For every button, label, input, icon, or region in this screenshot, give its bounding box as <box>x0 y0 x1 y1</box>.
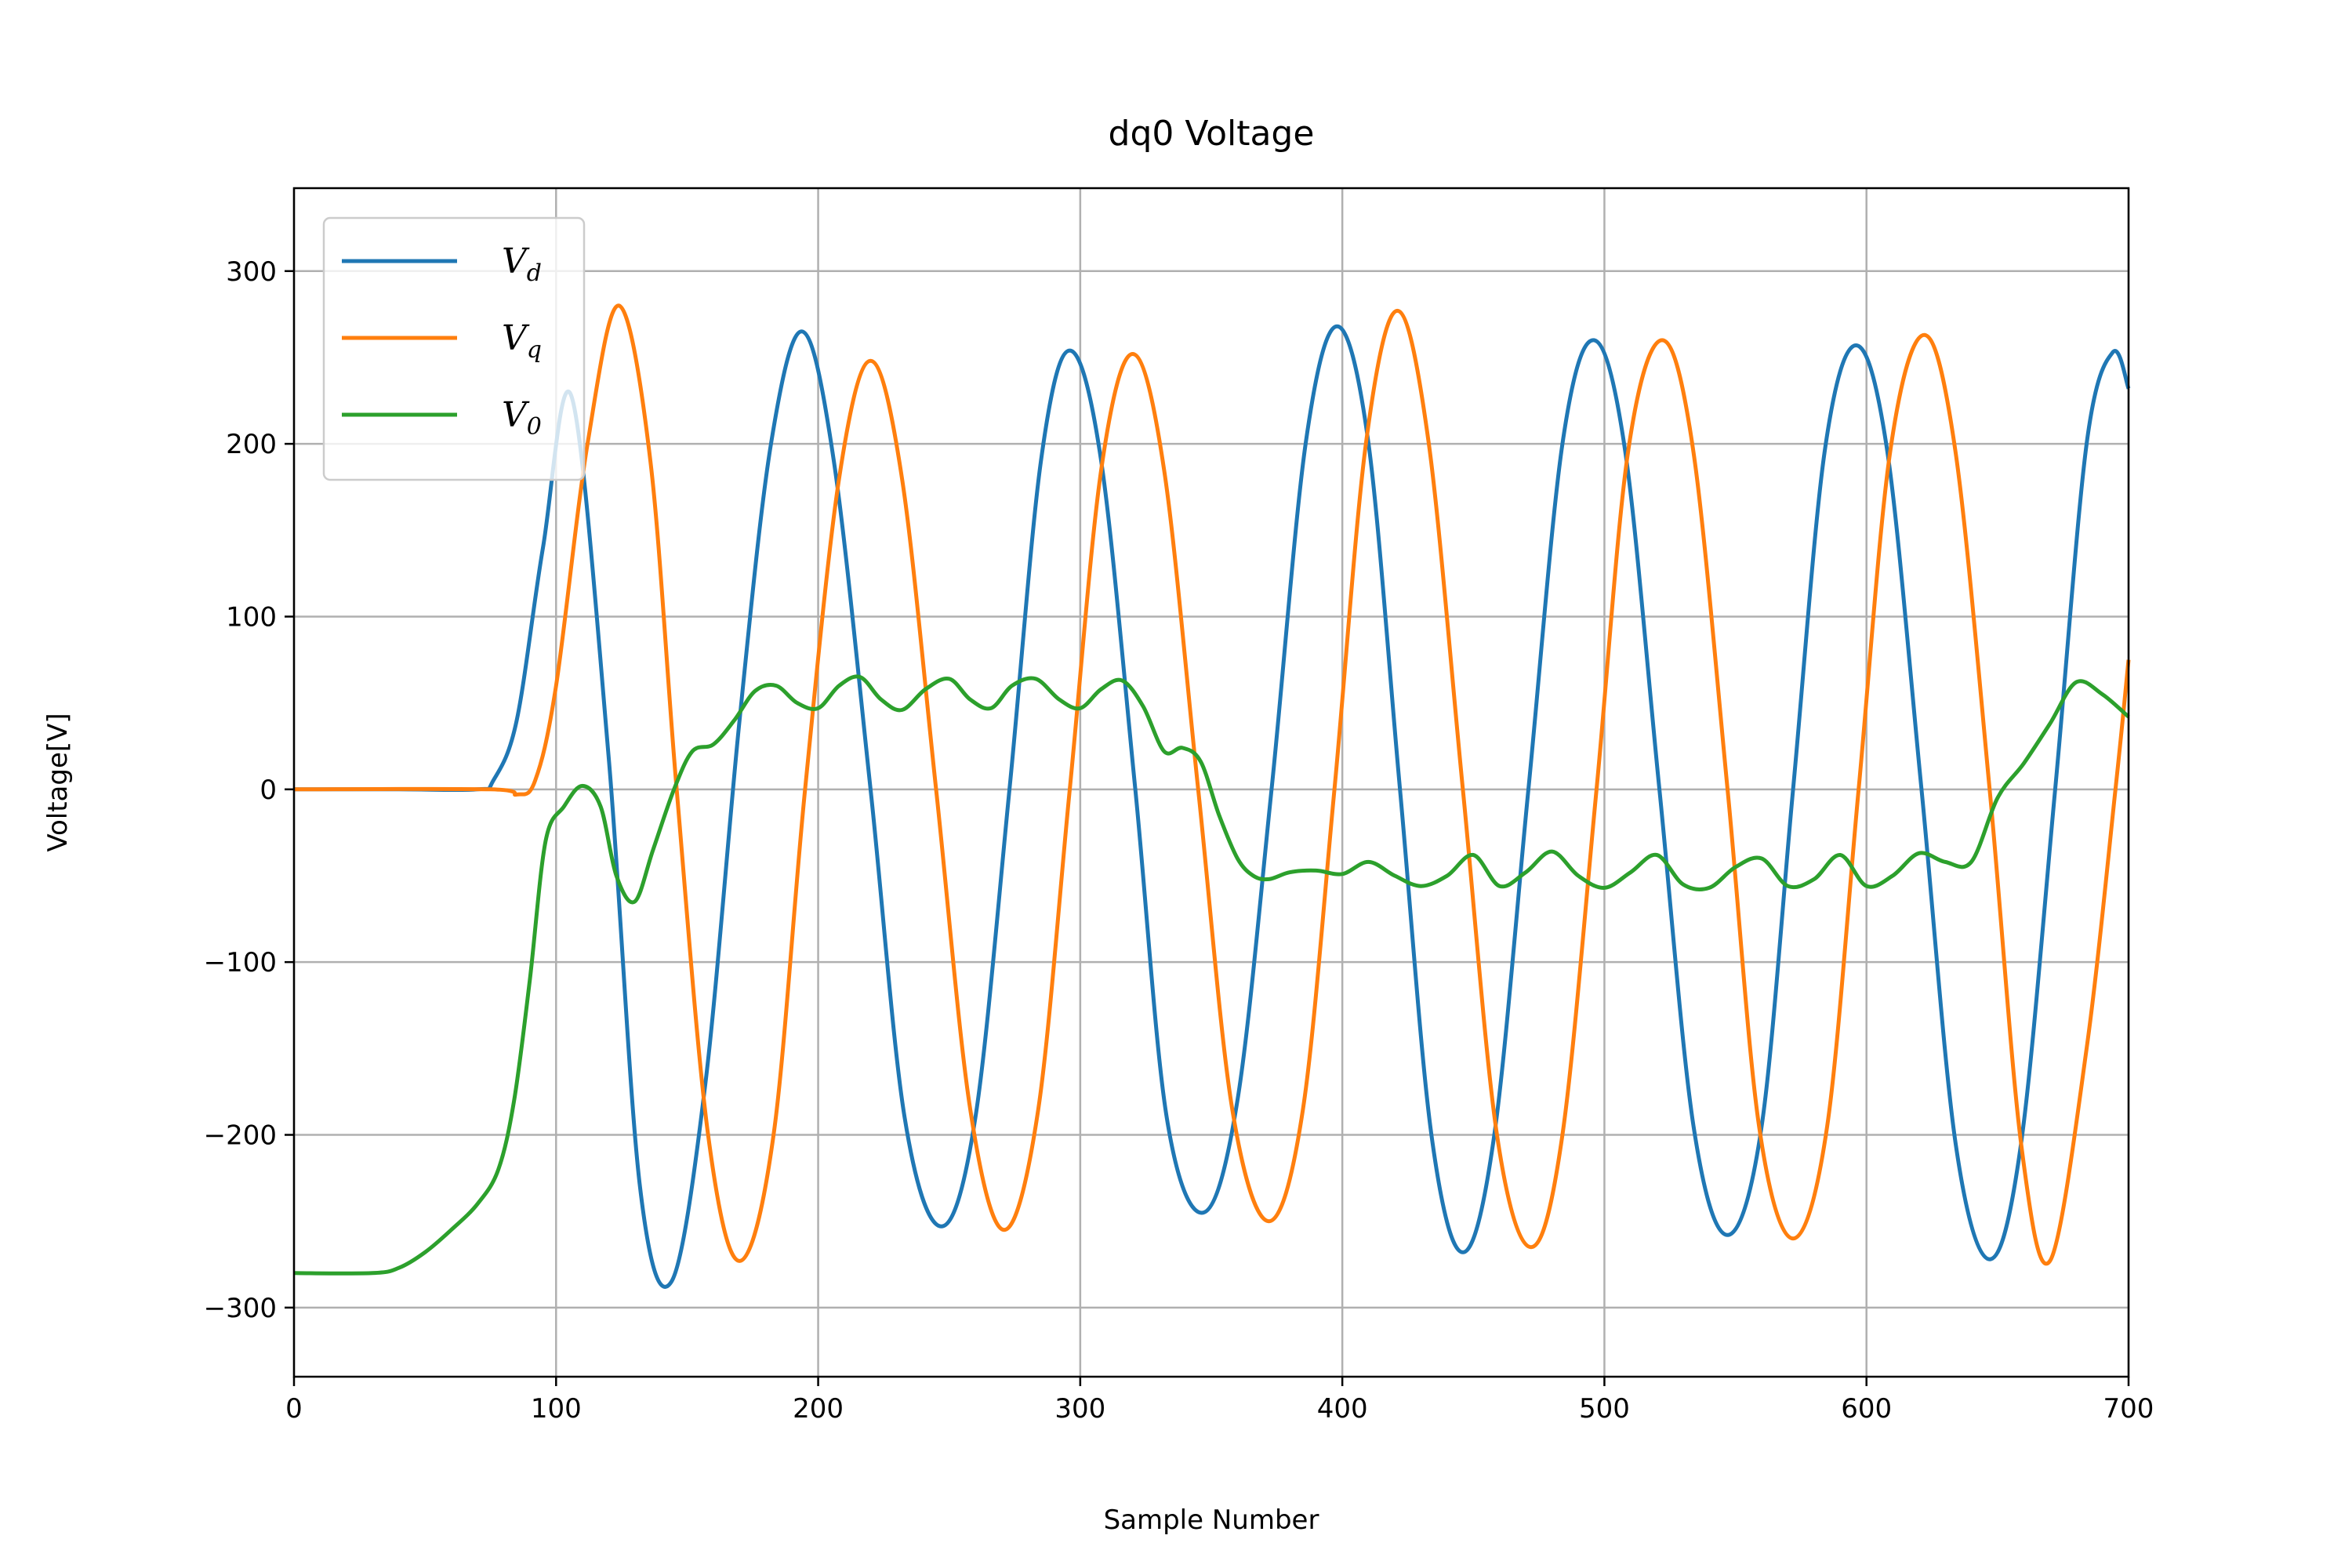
x-tick-label: 400 <box>1317 1393 1368 1425</box>
legend-label: Vd <box>502 241 542 287</box>
x-tick-label: 200 <box>793 1393 844 1425</box>
series-vq-line <box>293 303 2131 1266</box>
y-tick-label: 0 <box>260 775 277 806</box>
x-axis-label: Sample Number <box>1104 1504 1319 1536</box>
x-ticks: 0 100 200 300 400 500 600 700 <box>285 1377 2154 1425</box>
legend-label: V0 <box>502 395 542 441</box>
y-tick-label: −300 <box>204 1293 277 1324</box>
legend-box <box>322 216 586 481</box>
chart-title: dq0 Voltage <box>1109 114 1315 154</box>
y-axis-label: Voltage[V] <box>42 713 74 851</box>
y-tick-label: −200 <box>204 1120 277 1152</box>
x-tick-label: 700 <box>2103 1393 2154 1425</box>
x-tick-label: 0 <box>285 1393 303 1425</box>
legend-label: Vq <box>502 318 542 364</box>
series-v0-line <box>293 674 2130 1276</box>
y-ticks: −300 −200 −100 0 100 200 300 <box>204 256 294 1324</box>
x-tick-label: 500 <box>1579 1393 1630 1425</box>
x-tick-label: 300 <box>1054 1393 1105 1425</box>
y-tick-label: 300 <box>226 256 277 288</box>
legend: Vd Vq V0 <box>322 216 586 481</box>
y-tick-label: 200 <box>226 429 277 460</box>
plot-lines <box>293 303 2131 1289</box>
y-tick-label: −100 <box>204 947 277 978</box>
x-tick-label: 100 <box>531 1393 582 1425</box>
x-tick-label: 600 <box>1841 1393 1892 1425</box>
y-tick-label: 100 <box>226 601 277 633</box>
plot-frame <box>292 187 2130 1378</box>
